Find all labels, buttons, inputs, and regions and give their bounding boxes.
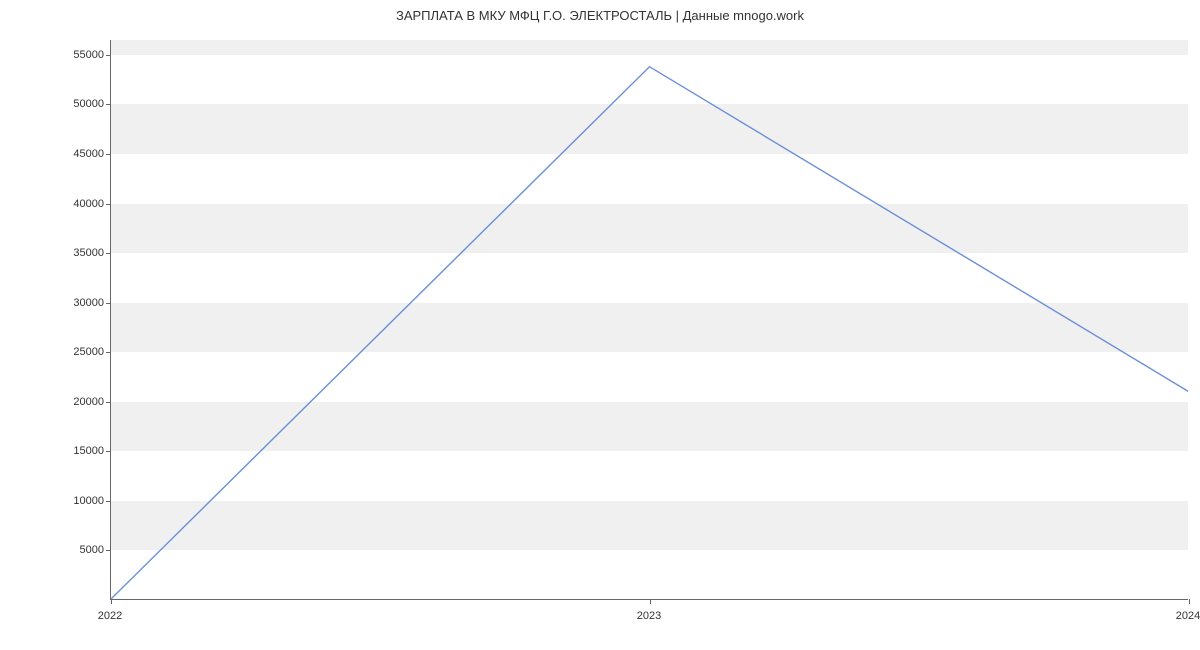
x-tick-mark: [650, 599, 651, 604]
y-tick-label: 50000: [44, 98, 104, 110]
y-tick-label: 20000: [44, 396, 104, 408]
x-tick-label: 2024: [1176, 610, 1200, 622]
y-tick-label: 10000: [44, 495, 104, 507]
line-series: [111, 40, 1188, 599]
y-tick-label: 35000: [44, 247, 104, 259]
x-tick-mark: [111, 599, 112, 604]
x-tick-label: 2023: [637, 610, 661, 622]
x-tick-label: 2022: [98, 610, 122, 622]
y-tick-label: 15000: [44, 445, 104, 457]
y-tick-label: 5000: [44, 544, 104, 556]
y-tick-label: 25000: [44, 346, 104, 358]
y-tick-label: 55000: [44, 49, 104, 61]
chart-title: ЗАРПЛАТА В МКУ МФЦ Г.О. ЭЛЕКТРОСТАЛЬ | Д…: [0, 8, 1200, 23]
x-tick-mark: [1189, 599, 1190, 604]
y-tick-label: 45000: [44, 148, 104, 160]
chart-plot-area: [110, 40, 1188, 600]
y-tick-label: 30000: [44, 297, 104, 309]
y-tick-label: 40000: [44, 198, 104, 210]
series-line: [111, 67, 1188, 599]
